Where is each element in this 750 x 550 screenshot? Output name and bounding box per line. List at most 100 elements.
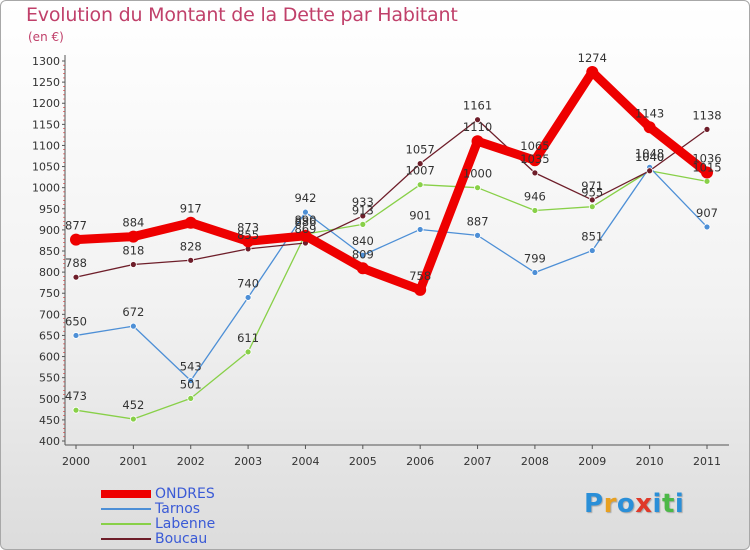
data-point-labenne <box>588 203 596 211</box>
data-label-boucau: 818 <box>122 244 144 258</box>
data-point-tarnos <box>187 377 195 385</box>
legend-label: Boucau <box>155 531 208 547</box>
data-label-tarnos: 740 <box>237 276 259 290</box>
data-label-ondres: 1065 <box>520 139 549 153</box>
data-label-labenne: 473 <box>65 389 87 403</box>
x-tick-label: 2010 <box>636 455 664 468</box>
data-point-tarnos <box>588 247 596 254</box>
data-point-labenne <box>531 207 539 214</box>
data-label-ondres: 886 <box>294 215 316 229</box>
data-label-ondres: 758 <box>409 269 431 283</box>
data-point-boucau <box>72 273 80 281</box>
data-label-ondres: 1274 <box>578 51 607 65</box>
legend-swatch <box>101 490 151 498</box>
data-point-boucau <box>416 160 424 168</box>
y-tick-label: 600 <box>39 351 60 364</box>
y-tick-label: 1200 <box>32 97 60 110</box>
data-point-ondres <box>471 135 484 148</box>
data-point-tarnos <box>129 322 137 330</box>
y-tick-label: 500 <box>39 393 60 406</box>
data-label-labenne: 1015 <box>692 160 721 174</box>
logo-letter: x <box>635 489 653 519</box>
data-label-boucau: 1161 <box>463 99 492 113</box>
data-label-tarnos: 799 <box>524 252 546 266</box>
y-tick-label: 1250 <box>32 76 60 89</box>
data-point-boucau <box>646 167 654 175</box>
chart-legend: ONDRES Tarnos Labenne Boucau <box>101 486 301 547</box>
data-point-boucau <box>588 196 596 204</box>
data-label-labenne: 946 <box>524 189 546 203</box>
data-label-ondres: 917 <box>180 202 202 216</box>
data-label-tarnos: 851 <box>581 230 603 244</box>
x-tick-label: 2002 <box>177 455 205 468</box>
y-tick-label: 1100 <box>32 139 60 152</box>
data-label-boucau: 933 <box>352 195 374 209</box>
legend-label: Labenne <box>155 516 216 532</box>
legend-item-boucau: Boucau <box>101 531 301 547</box>
data-label-boucau: 869 <box>294 222 316 236</box>
y-tick-label: 900 <box>39 224 60 237</box>
data-point-tarnos <box>359 251 367 259</box>
logo-letter: r <box>603 489 617 519</box>
data-label-tarnos: 887 <box>467 214 489 228</box>
data-point-labenne <box>187 394 195 402</box>
x-tick-label: 2007 <box>464 455 492 468</box>
data-point-tarnos <box>72 332 80 339</box>
x-tick-label: 2006 <box>406 455 434 468</box>
data-label-labenne: 501 <box>180 377 202 391</box>
data-point-boucau <box>474 116 481 124</box>
data-label-labenne: 913 <box>352 203 374 217</box>
data-point-ondres <box>299 229 312 242</box>
data-label-ondres: 1036 <box>692 151 721 165</box>
data-point-tarnos <box>416 226 424 233</box>
data-label-boucau: 1138 <box>692 108 721 122</box>
x-tick-label: 2000 <box>62 455 90 468</box>
data-label-labenne: 890 <box>294 213 316 227</box>
chart-subtitle: (en €) <box>28 30 64 44</box>
data-point-ondres <box>528 154 541 167</box>
data-label-labenne: 611 <box>237 331 259 345</box>
logo-letter: i <box>652 489 662 519</box>
data-label-tarnos: 543 <box>180 360 202 374</box>
data-point-ondres <box>586 65 599 78</box>
y-tick-label: 1000 <box>32 182 60 195</box>
data-label-tarnos: 901 <box>409 208 431 222</box>
data-point-boucau <box>187 256 195 264</box>
data-point-ondres <box>70 233 82 246</box>
legend-swatch <box>101 523 151 525</box>
data-point-ondres <box>127 230 140 243</box>
y-tick-label: 750 <box>39 287 60 300</box>
data-label-ondres: 877 <box>65 219 87 233</box>
data-label-boucau: 855 <box>237 228 259 242</box>
data-point-labenne <box>129 415 137 423</box>
x-tick-label: 2004 <box>291 455 319 468</box>
data-point-ondres <box>414 283 427 296</box>
x-tick-label: 2011 <box>693 455 721 468</box>
chart-title: Evolution du Montant de la Dette par Hab… <box>26 4 458 26</box>
data-point-labenne <box>244 348 252 356</box>
data-point-boucau <box>129 261 137 268</box>
logo-letter: o <box>616 489 636 519</box>
x-tick-label: 2001 <box>119 455 147 468</box>
legend-label: Tarnos <box>155 501 201 517</box>
data-label-boucau: 1057 <box>406 143 435 157</box>
logo-letter: t <box>661 489 675 519</box>
y-tick-label: 800 <box>39 266 60 279</box>
data-point-ondres <box>643 121 656 134</box>
series-line-boucau <box>75 119 708 278</box>
data-label-labenne: 452 <box>122 398 144 412</box>
data-label-boucau: 971 <box>581 179 603 193</box>
data-label-tarnos: 907 <box>696 206 718 220</box>
logo-letter: P <box>584 489 604 519</box>
data-point-boucau <box>703 125 711 133</box>
data-label-tarnos: 672 <box>122 305 144 319</box>
data-point-boucau <box>359 212 367 220</box>
data-point-tarnos <box>531 269 539 276</box>
logo-letter: i <box>674 489 685 519</box>
x-tick-label: 2008 <box>521 455 549 468</box>
data-point-tarnos <box>244 294 252 301</box>
y-tick-label: 1150 <box>32 118 60 131</box>
data-point-ondres <box>701 166 713 179</box>
data-label-ondres: 1143 <box>635 106 664 120</box>
x-tick-label: 2005 <box>349 455 377 468</box>
